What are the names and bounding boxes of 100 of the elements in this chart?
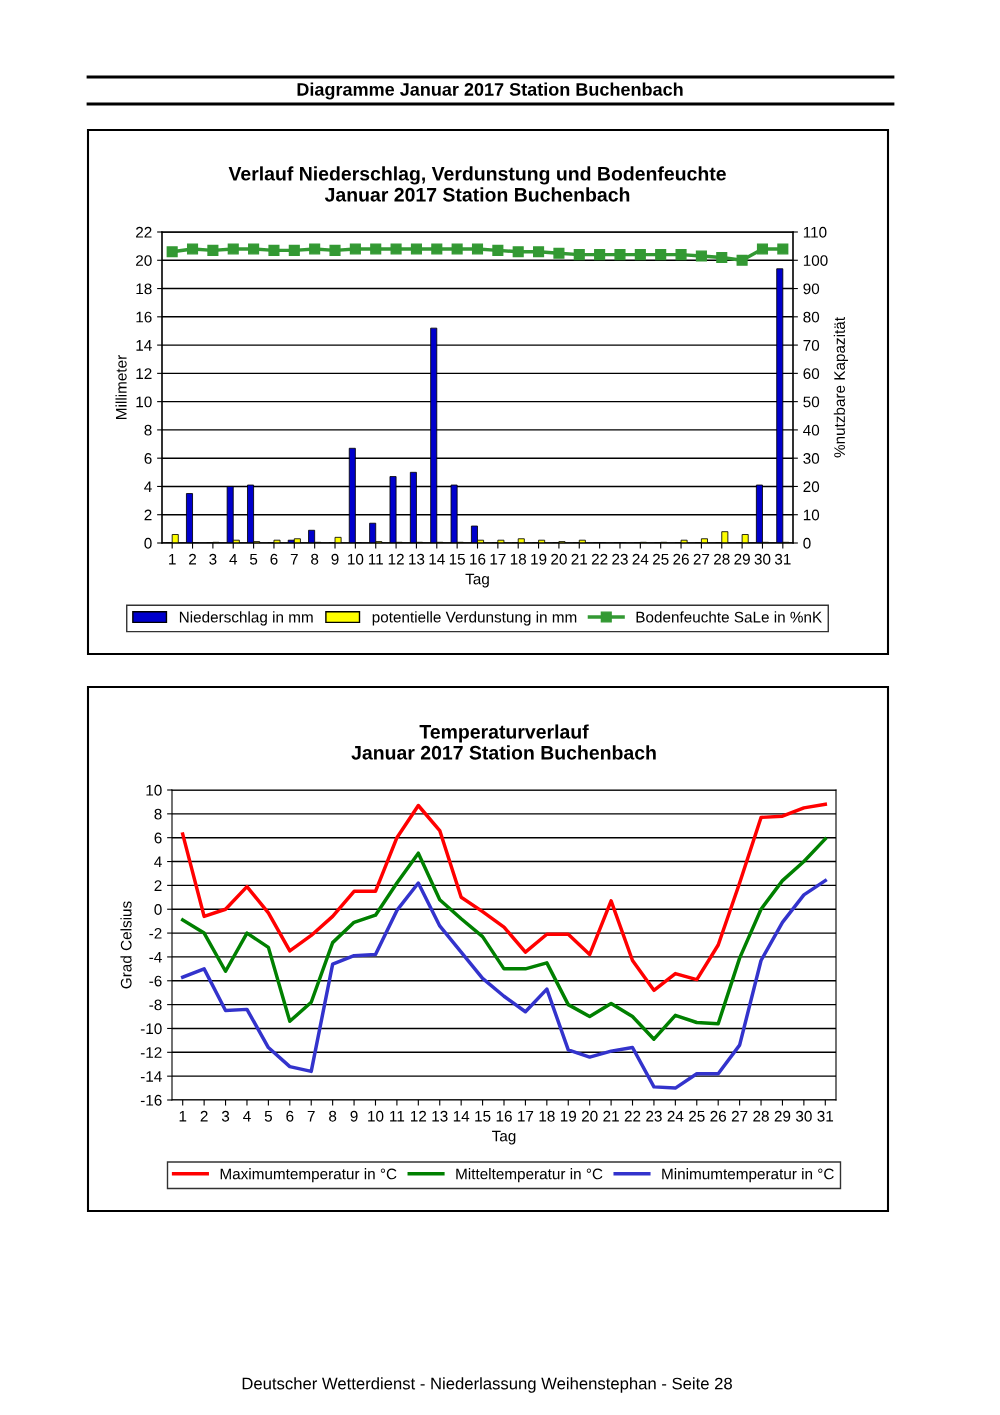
- x-tick-label: 14: [453, 1110, 470, 1122]
- y2-tick-label: 40: [803, 424, 820, 436]
- y-tick-label: 6: [154, 832, 162, 844]
- x-tick-label: 4: [229, 553, 238, 565]
- x-tick-label: 5: [249, 553, 258, 565]
- y2-tick-label: 80: [803, 311, 820, 323]
- x-tick-label: 5: [264, 1110, 272, 1122]
- x-tick-label: 10: [348, 553, 364, 565]
- y2-tick-label: 30: [803, 453, 820, 464]
- x-tick-label: 25: [652, 553, 669, 565]
- x-tick-label: 12: [388, 553, 404, 565]
- y2-tick-label: 50: [803, 396, 820, 408]
- y-tick-label: -6: [149, 975, 162, 987]
- x-tick-label: 27: [731, 1110, 748, 1122]
- x-tick-label: 30: [795, 1110, 812, 1122]
- x-tick-label: 29: [774, 1110, 791, 1122]
- y2-tick-label: 0: [803, 537, 811, 549]
- y-tick-label: 8: [154, 808, 162, 820]
- x-tick-label: 1: [179, 1110, 187, 1122]
- y-tick-label: 4: [144, 481, 152, 492]
- text: Deutscher Wetterdienst - Niederlassung Weihenstephan - Seite 28: [242, 1377, 732, 1393]
- x-tick-label: 18: [510, 553, 527, 565]
- legend-label: potentielle Verdunstung in mm: [372, 611, 577, 626]
- x-tick-label: 16: [496, 1110, 512, 1122]
- x-axis-title: Tag: [465, 573, 489, 588]
- x-tick-label: 2: [189, 553, 197, 565]
- y-tick-label: 8: [144, 424, 152, 436]
- y-tick-label: 0: [144, 537, 152, 549]
- y-tick-label: 14: [136, 340, 152, 351]
- x-tick-label: 6: [270, 553, 278, 565]
- y-tick-label: 0: [154, 904, 162, 915]
- legend-label: Niederschlag in mm: [179, 611, 313, 626]
- y-tick-label: 6: [144, 453, 152, 464]
- y-tick-label: 12: [136, 368, 152, 379]
- y2-tick-label: 110: [803, 226, 827, 238]
- x-tick-label: 9: [350, 1110, 358, 1122]
- x-tick-label: 26: [710, 1110, 727, 1122]
- y-tick-label: -10: [140, 1023, 162, 1035]
- x-tick-label: 3: [221, 1110, 230, 1122]
- x-tick-label: 15: [475, 1110, 491, 1122]
- x-tick-label: 19: [560, 1110, 577, 1122]
- x-tick-label: 22: [624, 1110, 641, 1122]
- x-tick-label: 16: [470, 553, 486, 565]
- x-tick-label: 31: [817, 1110, 834, 1122]
- y2-tick-label: 70: [803, 339, 820, 351]
- x-tick-label: 8: [311, 553, 319, 565]
- x-tick-label: 28: [714, 553, 730, 565]
- x-tick-label: 15: [449, 553, 465, 565]
- x-tick-label: 3: [209, 553, 217, 565]
- x-tick-label: 1: [169, 553, 176, 565]
- x-tick-label: 30: [754, 553, 771, 565]
- x-tick-label: 21: [603, 1110, 619, 1122]
- y2-tick-label: 20: [803, 481, 820, 493]
- x-tick-label: 26: [673, 553, 689, 565]
- y2-tick-label: 10: [803, 509, 820, 521]
- legend-label: Maximumtemperatur in °C: [220, 1168, 397, 1183]
- x-tick-label: 28: [753, 1110, 769, 1122]
- y-tick-label: -16: [140, 1094, 162, 1106]
- x-tick-label: 14: [429, 553, 445, 565]
- y2-axis-title: %nutzbare Kapazität: [833, 317, 849, 458]
- x-tick-label: 12: [410, 1110, 427, 1122]
- y-tick-label: -2: [149, 927, 162, 939]
- y-tick-label: -12: [140, 1047, 162, 1058]
- x-tick-label: 27: [693, 553, 710, 565]
- y-axis-title: Grad Celsius: [120, 901, 132, 989]
- x-tick-label: 13: [432, 1110, 448, 1122]
- x-tick-label: 31: [774, 553, 791, 565]
- x-tick-label: 13: [409, 553, 425, 565]
- x-tick-label: 9: [331, 553, 339, 565]
- y2-tick-label: 100: [803, 255, 828, 266]
- y2-tick-label: 60: [803, 368, 820, 380]
- legend-label: Bodenfeuchte SaLe in %nK: [636, 611, 822, 623]
- x-tick-label: 20: [551, 553, 567, 565]
- y-tick-label: 22: [136, 226, 152, 238]
- y-tick-label: -4: [149, 951, 162, 963]
- x-axis-title: Tag: [492, 1130, 516, 1145]
- chart-title: Verlauf Niederschlag, Verdunstung und Bodenfeuchte Januar 2017 Station Buchenbach: [228, 166, 726, 202]
- x-tick-label: 11: [368, 553, 383, 565]
- x-tick-label: 25: [689, 1110, 705, 1122]
- y-tick-label: 2: [144, 509, 152, 521]
- y-tick-label: -14: [140, 1071, 162, 1082]
- y-tick-label: 10: [146, 784, 162, 796]
- x-tick-label: 24: [667, 1110, 684, 1122]
- text: Diagramme Januar 2017 Station Buchenbach: [297, 82, 683, 100]
- x-tick-label: 7: [307, 1110, 315, 1122]
- x-tick-label: 22: [591, 553, 608, 565]
- x-tick-label: 23: [646, 1110, 662, 1122]
- x-tick-label: 8: [329, 1110, 337, 1122]
- x-tick-label: 29: [734, 553, 750, 565]
- x-tick-label: 23: [612, 553, 628, 565]
- x-tick-label: 21: [571, 553, 588, 565]
- chart-title: Temperaturverlauf Januar 2017 Station Buchenbach: [351, 724, 656, 760]
- y-tick-label: 16: [136, 311, 152, 323]
- x-tick-label: 19: [531, 553, 547, 565]
- x-tick-label: 10: [368, 1110, 384, 1122]
- x-tick-label: 17: [490, 553, 506, 565]
- y-tick-label: -8: [149, 999, 162, 1011]
- y-tick-label: 18: [136, 283, 152, 295]
- y-tick-label: 4: [154, 856, 162, 868]
- y2-tick-label: 90: [803, 283, 820, 295]
